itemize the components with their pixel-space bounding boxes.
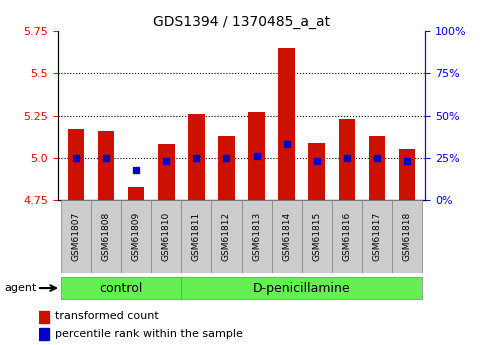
Bar bbox=[212, 200, 242, 273]
Text: GSM61809: GSM61809 bbox=[132, 212, 141, 261]
Bar bbox=[91, 200, 121, 273]
Bar bbox=[98, 131, 114, 200]
Bar bbox=[181, 200, 212, 273]
Text: GSM61811: GSM61811 bbox=[192, 212, 201, 261]
Text: GSM61816: GSM61816 bbox=[342, 212, 351, 261]
Bar bbox=[271, 200, 302, 273]
Text: GSM61810: GSM61810 bbox=[162, 212, 171, 261]
Bar bbox=[128, 187, 144, 200]
Bar bbox=[151, 200, 181, 273]
Text: GSM61818: GSM61818 bbox=[402, 212, 412, 261]
Text: control: control bbox=[99, 282, 143, 295]
Bar bbox=[218, 136, 235, 200]
Bar bbox=[392, 200, 422, 273]
Text: GSM61807: GSM61807 bbox=[71, 212, 81, 261]
Text: transformed count: transformed count bbox=[55, 312, 159, 321]
Bar bbox=[339, 119, 355, 200]
Text: D-penicillamine: D-penicillamine bbox=[253, 282, 351, 295]
Bar bbox=[302, 200, 332, 273]
Bar bbox=[158, 144, 174, 200]
Text: percentile rank within the sample: percentile rank within the sample bbox=[55, 329, 243, 338]
Bar bbox=[362, 200, 392, 273]
Title: GDS1394 / 1370485_a_at: GDS1394 / 1370485_a_at bbox=[153, 14, 330, 29]
Bar bbox=[61, 200, 91, 273]
Bar bbox=[278, 48, 295, 200]
Bar bbox=[332, 200, 362, 273]
Bar bbox=[398, 149, 415, 200]
Bar bbox=[39, 310, 49, 323]
Text: agent: agent bbox=[5, 283, 37, 293]
Text: GSM61812: GSM61812 bbox=[222, 212, 231, 261]
FancyBboxPatch shape bbox=[181, 277, 422, 299]
Text: GSM61817: GSM61817 bbox=[372, 212, 382, 261]
Text: GSM61813: GSM61813 bbox=[252, 212, 261, 261]
Bar bbox=[369, 136, 385, 200]
Bar bbox=[121, 200, 151, 273]
Bar bbox=[68, 129, 85, 200]
Bar bbox=[309, 142, 325, 200]
Bar bbox=[248, 112, 265, 200]
Text: GSM61815: GSM61815 bbox=[312, 212, 321, 261]
Bar bbox=[242, 200, 271, 273]
Text: GSM61814: GSM61814 bbox=[282, 212, 291, 261]
Bar bbox=[39, 328, 49, 340]
FancyBboxPatch shape bbox=[61, 277, 181, 299]
Text: GSM61808: GSM61808 bbox=[101, 212, 111, 261]
Bar bbox=[188, 114, 205, 200]
